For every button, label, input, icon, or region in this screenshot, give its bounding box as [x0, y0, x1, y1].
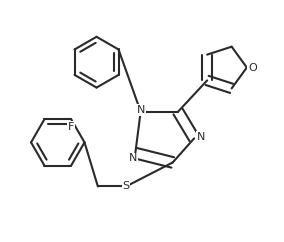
Text: O: O	[248, 62, 257, 73]
Text: N: N	[128, 153, 137, 163]
Text: S: S	[122, 182, 130, 191]
Text: N: N	[197, 132, 205, 142]
Text: F: F	[68, 122, 74, 132]
Text: N: N	[137, 105, 145, 115]
